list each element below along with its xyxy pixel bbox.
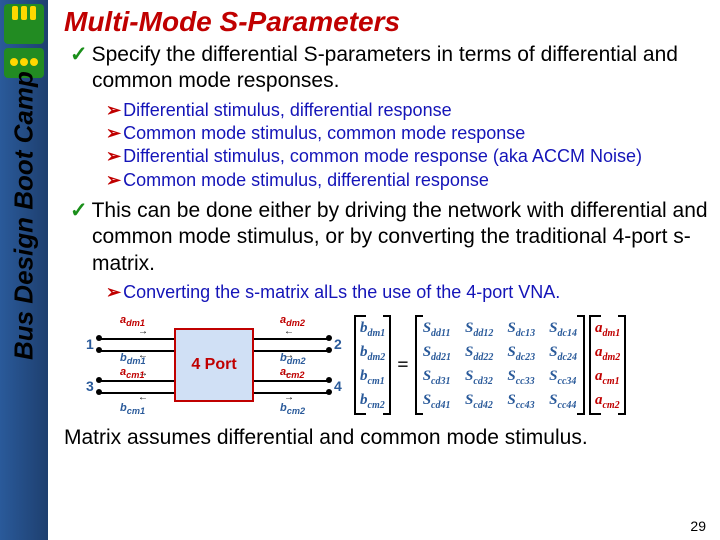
sub-bullet-text: Differential stimulus, common mode respo… xyxy=(123,146,642,166)
s-cell: Scc33 xyxy=(507,365,535,389)
bullet-main-1-text: Specify the differential S-parameters in… xyxy=(92,43,678,92)
a-vector: adm1 adm2 acm1 acm2 xyxy=(589,315,626,415)
s-cell: Scc43 xyxy=(507,389,535,413)
sig-acm1: acm1 xyxy=(120,366,144,380)
four-port-diagram: 4 Port 1 2 xyxy=(84,310,344,420)
s-cell: Sdc24 xyxy=(549,341,577,365)
arrow-icon: ➢ xyxy=(106,282,121,302)
a-dm2: adm2 xyxy=(595,341,620,365)
s-cell: Sdc14 xyxy=(549,317,577,341)
sub-bullet: ➢Converting the s-matrix alLs the use of… xyxy=(104,281,710,304)
arrow-icon: ➢ xyxy=(106,170,121,190)
check-icon: ✓ xyxy=(70,43,88,66)
sub-list-a: ➢Differential stimulus, differential res… xyxy=(104,99,710,193)
s-cell: Scc44 xyxy=(549,389,577,413)
s-cell: Scd41 xyxy=(423,389,451,413)
wire-dot xyxy=(326,347,332,353)
s-cell: Sdd21 xyxy=(423,341,451,365)
arrow-icon: ➢ xyxy=(106,146,121,166)
slide-title: Multi-Mode S-Parameters xyxy=(64,6,710,38)
sig-bdm2: bdm2 xyxy=(280,352,306,366)
wire-dot xyxy=(326,335,332,341)
s-cell: Scc34 xyxy=(549,365,577,389)
port-box: 4 Port xyxy=(174,328,254,402)
wire-dot xyxy=(326,377,332,383)
b-dm1: bdm1 xyxy=(360,317,385,341)
s-cell: Sdc23 xyxy=(507,341,535,365)
sub-bullet-text: Common mode stimulus, differential respo… xyxy=(123,170,489,190)
sub-bullet-text: Common mode stimulus, common mode respon… xyxy=(123,123,525,143)
content-area: Multi-Mode S-Parameters ✓Specify the dif… xyxy=(48,0,720,540)
sub-bullet: ➢Differential stimulus, common mode resp… xyxy=(104,145,710,168)
check-icon: ✓ xyxy=(70,199,88,222)
bullet-main-2: ✓This can be done either by driving the … xyxy=(64,198,710,277)
port-num-2: 2 xyxy=(334,336,342,352)
sub-bullet: ➢Common mode stimulus, differential resp… xyxy=(104,169,710,192)
s-cell: Scd32 xyxy=(465,365,493,389)
s-cell: Sdd11 xyxy=(423,317,451,341)
page-number: 29 xyxy=(690,518,706,534)
s-cell: Sdd12 xyxy=(465,317,493,341)
arrow-icon: ➢ xyxy=(106,100,121,120)
wire xyxy=(100,380,174,382)
wire-dot xyxy=(96,389,102,395)
a-dm1: adm1 xyxy=(595,317,620,341)
a-cm2: acm2 xyxy=(595,389,620,413)
wire-dot xyxy=(96,335,102,341)
sub-bullet-text: Converting the s-matrix alLs the use of … xyxy=(123,282,560,302)
slide: Bus Design Boot Camp Multi-Mode S-Parame… xyxy=(0,0,720,540)
s-matrix: Sdd11 Sdd12 Sdc13 Sdc14 Sdd21 Sdd22 Sdc2… xyxy=(415,315,585,415)
wire xyxy=(100,338,174,340)
sig-adm1: adm1 xyxy=(120,314,145,328)
b-vector: bdm1 bdm2 bcm1 bcm2 xyxy=(354,315,391,415)
sidebar-label: Bus Design Boot Camp xyxy=(9,71,40,360)
bullet-main-1: ✓Specify the differential S-parameters i… xyxy=(64,42,710,95)
equals-sign: = xyxy=(395,354,410,377)
port-num-4: 4 xyxy=(334,378,342,394)
sidebar: Bus Design Boot Camp xyxy=(0,0,48,540)
sig-acm2: acm2 xyxy=(280,366,304,380)
sub-bullet-text: Differential stimulus, differential resp… xyxy=(123,100,452,120)
s-cell: Sdc13 xyxy=(507,317,535,341)
s-cell: Scd31 xyxy=(423,365,451,389)
sub-list-b: ➢Converting the s-matrix alLs the use of… xyxy=(104,281,710,304)
sub-bullet: ➢Common mode stimulus, common mode respo… xyxy=(104,122,710,145)
sig-bdm1: bdm1 xyxy=(120,352,146,366)
s-cell: Sdd22 xyxy=(465,341,493,365)
sub-bullet: ➢Differential stimulus, differential res… xyxy=(104,99,710,122)
bullet-main-2-text: This can be done either by driving the n… xyxy=(92,199,708,275)
sig-adm2: adm2 xyxy=(280,314,305,328)
sig-bcm2: bcm2 xyxy=(280,402,305,416)
wire xyxy=(254,380,328,382)
arrow-icon: ➢ xyxy=(106,123,121,143)
wire-dot xyxy=(96,347,102,353)
wire xyxy=(100,392,174,394)
b-cm1: bcm1 xyxy=(360,365,385,389)
wire xyxy=(254,338,328,340)
footer-text: Matrix assumes differential and common m… xyxy=(64,426,710,450)
sig-bcm1: bcm1 xyxy=(120,402,145,416)
matrix-equation: bdm1 bdm2 bcm1 bcm2 = Sdd11 Sdd12 Sdc13 … xyxy=(354,315,626,415)
a-cm1: acm1 xyxy=(595,365,620,389)
b-cm2: bcm2 xyxy=(360,389,385,413)
wire-dot xyxy=(96,377,102,383)
resistor-icon xyxy=(4,4,44,44)
port-num-1: 1 xyxy=(86,336,94,352)
wire-dot xyxy=(326,389,332,395)
s-cell: Scd42 xyxy=(465,389,493,413)
equation-area: 4 Port 1 2 xyxy=(84,310,710,420)
port-num-3: 3 xyxy=(86,378,94,394)
port-box-label: 4 Port xyxy=(191,356,236,374)
b-dm2: bdm2 xyxy=(360,341,385,365)
